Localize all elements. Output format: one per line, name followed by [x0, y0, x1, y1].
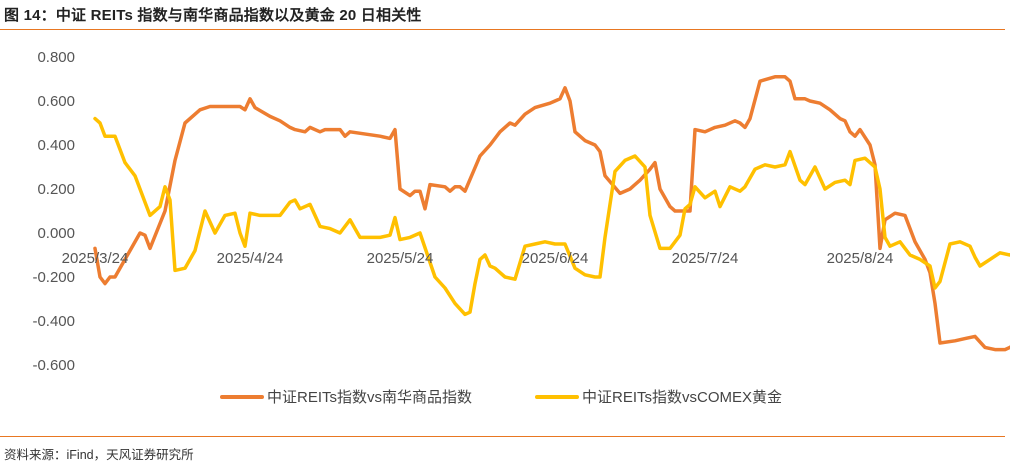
legend-label-reits-vs-nanhua: 中证REITs指数vs南华商品指数: [267, 389, 472, 406]
y-tick-label: 0.000: [37, 225, 75, 242]
y-tick-label: 0.800: [37, 49, 75, 66]
y-tick-label: 0.400: [37, 137, 75, 154]
x-tick-label: 2025/4/24: [217, 250, 284, 267]
x-tick-label: 2025/7/24: [672, 250, 739, 267]
y-tick-label: -0.600: [32, 357, 75, 374]
x-tick-label: 2025/8/24: [827, 250, 894, 267]
x-tick-label: 2025/5/24: [367, 250, 434, 267]
legend-label-reits-vs-comex-gold: 中证REITs指数vsCOMEX黄金: [582, 389, 782, 406]
bottom-rule: [0, 436, 1005, 437]
top-rule: [0, 29, 1005, 30]
y-tick-label: 0.200: [37, 181, 75, 198]
y-tick-label: 0.600: [37, 93, 75, 110]
x-tick-label: 2025/3/24: [62, 250, 129, 267]
series-line-reits-vs-comex-gold: [93, 116, 1010, 317]
series-line-reits-vs-nanhua: [93, 75, 1010, 352]
series-lines: [93, 75, 1010, 352]
figure-title: 图 14：中证 REITs 指数与南华商品指数以及黄金 20 日相关性: [4, 7, 422, 24]
source-note: 资料来源：iFind，天风证券研究所: [4, 448, 194, 462]
y-tick-label: -0.400: [32, 313, 75, 330]
y-axis-tick-labels: -0.600 -0.400 -0.200 0.000 0.200 0.400 0.600 0.…: [32, 49, 75, 374]
legend: 中证REITs指数vs南华商品指数 中证REITs指数vsCOMEX黄金: [220, 389, 782, 406]
correlation-line-chart: -0.600 -0.400 -0.200 0.000 0.200 0.400 0.600 0.…: [32, 49, 1010, 406]
x-axis-tick-labels: 2025/3/24 2025/4/24 2025/5/24 2025/6/24 2025…: [62, 250, 894, 267]
x-tick-label: 2025/6/24: [522, 250, 589, 267]
y-tick-label: -0.200: [32, 269, 75, 286]
